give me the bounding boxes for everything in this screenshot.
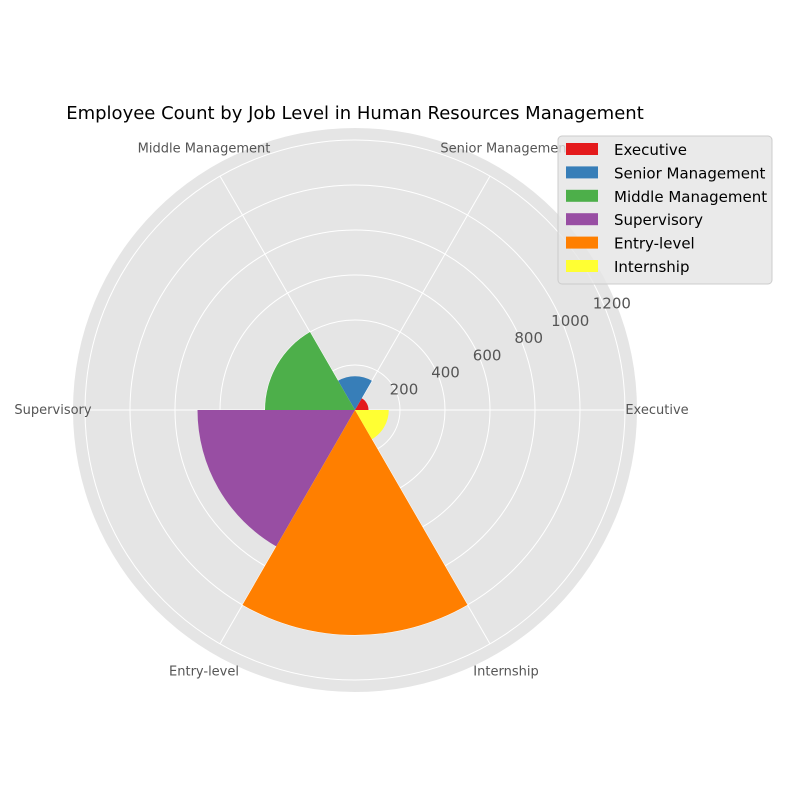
category-label: Senior Management bbox=[440, 141, 571, 156]
category-label: Supervisory bbox=[14, 403, 91, 418]
legend-label: Executive bbox=[614, 141, 687, 159]
radial-tick-label: 1200 bbox=[593, 295, 631, 313]
radial-tick-label: 200 bbox=[390, 381, 419, 399]
category-label: Entry-level bbox=[169, 665, 239, 680]
bar-entry-level bbox=[242, 410, 468, 635]
radial-tick-label: 800 bbox=[514, 329, 543, 347]
bar-internship bbox=[355, 410, 389, 440]
bar-executive bbox=[355, 398, 369, 410]
legend-label: Senior Management bbox=[614, 164, 765, 182]
category-label: Internship bbox=[473, 665, 538, 680]
bars bbox=[197, 332, 468, 635]
radial-tick-label: 400 bbox=[431, 363, 460, 381]
legend: Executive Senior Management Middle Managem… bbox=[557, 135, 773, 285]
radial-tick-label: 600 bbox=[473, 346, 502, 364]
bar-middle-management bbox=[265, 332, 355, 410]
bar-supervisory bbox=[197, 410, 355, 547]
legend-box bbox=[557, 135, 773, 285]
legend-label: Middle Management bbox=[614, 188, 767, 206]
legend-label: Entry-level bbox=[614, 235, 695, 253]
bar-senior-management bbox=[338, 376, 372, 410]
category-label: Executive bbox=[625, 403, 688, 418]
legend-swatch bbox=[566, 143, 598, 155]
category-axis-labels: Executive Senior Management Middle Managem… bbox=[14, 141, 688, 679]
chart-title: Employee Count by Job Level in Human Res… bbox=[66, 103, 644, 124]
radial-tick-label: 1000 bbox=[551, 312, 589, 330]
legend-swatch bbox=[566, 166, 598, 179]
category-label: Middle Management bbox=[138, 141, 271, 156]
legend-label: Supervisory bbox=[614, 211, 703, 229]
legend-label: Internship bbox=[614, 258, 689, 276]
legend-swatch bbox=[566, 236, 598, 249]
legend-swatch bbox=[566, 213, 598, 226]
grid-spoke bbox=[354, 175, 491, 411]
legend-swatch bbox=[566, 189, 598, 202]
legend-swatch bbox=[566, 260, 598, 272]
